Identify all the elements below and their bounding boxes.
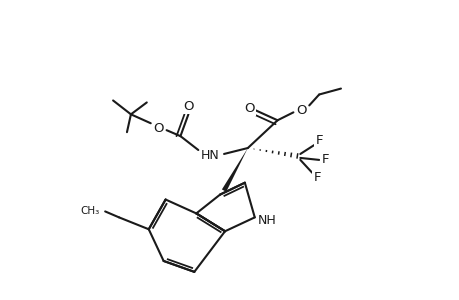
Text: HN: HN: [201, 149, 219, 162]
Text: F: F: [315, 134, 322, 147]
Text: O: O: [153, 122, 163, 135]
Polygon shape: [221, 148, 247, 192]
Text: F: F: [321, 153, 328, 167]
Text: O: O: [296, 104, 306, 117]
Text: O: O: [244, 102, 254, 115]
Text: F: F: [313, 171, 320, 184]
Text: NH: NH: [257, 214, 275, 227]
Text: CH₃: CH₃: [80, 206, 99, 216]
Text: O: O: [183, 100, 193, 113]
